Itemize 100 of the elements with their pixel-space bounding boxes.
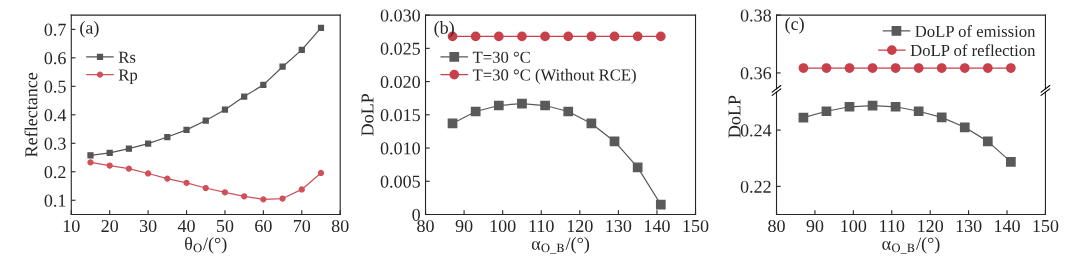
point (563, 31, 574, 42)
y-axis-title: Reflectance (24, 72, 38, 157)
legend-label: Rs (118, 51, 136, 63)
y-tick-label: 0.015 (380, 109, 420, 122)
point (470, 106, 481, 117)
point (87, 152, 94, 159)
y-tick-label: 0.36 (740, 67, 772, 80)
legend-label: DoLP of emission (915, 25, 1036, 37)
point (493, 100, 504, 111)
point (164, 175, 171, 182)
point (317, 169, 325, 177)
y-tick-label: 0.4 (44, 109, 67, 122)
x-tick-label: 120 (918, 219, 944, 233)
y-tick-label: 0.5 (44, 80, 66, 93)
y-tick-label: 0 (412, 208, 420, 221)
point (844, 101, 855, 112)
y-tick-label: 0.7 (44, 23, 66, 36)
x-axis-title: α$_{O_B}$/(°) (531, 237, 590, 254)
point (517, 31, 527, 42)
point (540, 100, 550, 111)
x-tick-label: 90 (806, 219, 824, 233)
point (540, 31, 550, 42)
point (493, 31, 504, 42)
point (936, 112, 947, 123)
y-tick-label: 0.005 (380, 175, 420, 188)
point (821, 106, 832, 117)
point (87, 159, 94, 166)
y-tick-label: 0.010 (380, 142, 420, 155)
x-tick-label: 10 (63, 219, 80, 233)
y-tick-label: 0.6 (44, 52, 66, 65)
y-axis-title: DoLP (361, 93, 374, 136)
point (798, 112, 809, 123)
point (563, 106, 574, 117)
legend-label: T=30 °C (472, 51, 530, 63)
y-tick-label: 0.38 (740, 9, 771, 22)
x-tick-label: 140 (645, 219, 670, 233)
legend-label: DoLP of reflection (910, 44, 1036, 57)
point (517, 98, 527, 109)
point (655, 199, 666, 210)
point (260, 81, 267, 89)
point (586, 31, 597, 42)
x-tick-label: 80 (768, 219, 785, 233)
chart-title: (a) (80, 21, 99, 38)
point (279, 63, 286, 70)
x-tick-label: 100 (490, 219, 516, 233)
point (609, 31, 620, 42)
point (470, 31, 481, 42)
x-tick-label: 130 (606, 219, 632, 233)
point (106, 162, 113, 169)
x-tick-label: 50 (216, 219, 234, 233)
point (164, 133, 171, 141)
y-tick-label: 0.22 (740, 180, 771, 193)
x-tick-label: 120 (567, 219, 593, 233)
chart-title: (c) (785, 17, 804, 34)
y-tick-label: 0.025 (380, 42, 420, 55)
x-tick-label: 80 (331, 219, 349, 233)
point (125, 145, 133, 152)
point (913, 106, 924, 117)
point (183, 126, 190, 134)
point (183, 179, 190, 187)
point (632, 31, 643, 42)
point (221, 106, 229, 113)
legend-label: T=30 °C (Without RCE) (472, 68, 636, 84)
x-tick-label: 110 (529, 219, 554, 233)
y-tick-label: 0.2 (44, 166, 66, 179)
point (655, 31, 666, 42)
x-tick-label: 140 (995, 219, 1020, 233)
x-tick-label: 70 (293, 219, 311, 233)
x-tick-label: 130 (956, 219, 982, 233)
x-tick-label: 150 (1033, 219, 1059, 233)
point (959, 122, 970, 133)
x-tick-label: 100 (841, 219, 867, 233)
y-tick-label: 0.020 (380, 75, 420, 89)
y-tick-label: 0.030 (380, 9, 420, 22)
point (279, 195, 286, 202)
x-tick-label: 110 (880, 219, 905, 233)
x-axis-title: α$_{O_B}$/(°) (882, 237, 940, 254)
x-tick-label: 30 (139, 219, 157, 233)
point (298, 46, 305, 53)
point (202, 117, 209, 124)
legend-label: Rp (118, 69, 138, 84)
point (317, 24, 325, 32)
y-tick-label: 0.24 (740, 124, 772, 137)
y-axis-title: DoLP (728, 95, 741, 138)
x-tick-label: 150 (683, 219, 709, 233)
point (298, 186, 305, 193)
x-tick-label: 80 (417, 219, 434, 233)
point (260, 196, 267, 203)
point (1006, 157, 1016, 167)
point (632, 162, 643, 173)
point (125, 165, 133, 172)
point (144, 170, 152, 177)
point (890, 101, 901, 112)
point (144, 140, 152, 147)
x-axis-title: θ$_{O}$/(°) (185, 237, 227, 254)
x-tick-label: 90 (455, 219, 473, 233)
point (106, 149, 113, 157)
y-tick-label: 0.1 (44, 194, 66, 207)
point (241, 93, 248, 100)
x-tick-label: 20 (101, 219, 119, 233)
